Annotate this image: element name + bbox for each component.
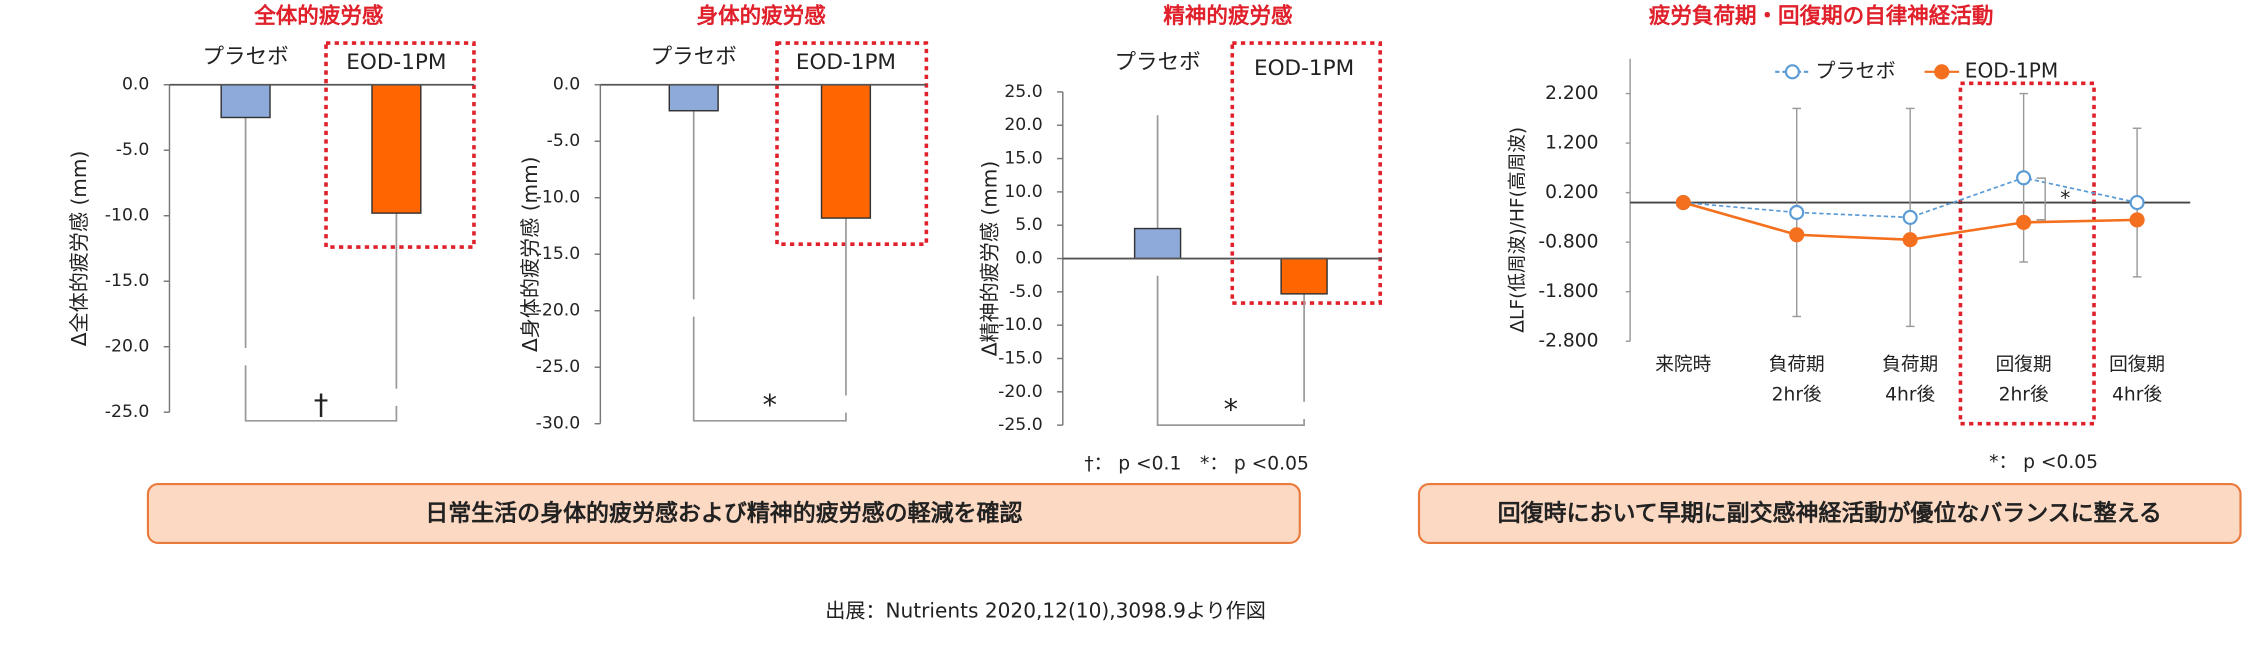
legend-label: プラセボ	[1815, 58, 1895, 82]
x-tick-label-box: 負荷期 4hr後	[1882, 354, 1939, 407]
significance-mark: *	[2060, 186, 2070, 210]
chart-title: 疲労負荷期・回復期の自律神経活動	[1649, 3, 1994, 29]
y-tick-label: -30.0	[536, 414, 581, 434]
y-tick-label: -15.0	[536, 244, 581, 264]
y-tick-label: -20.0	[105, 337, 150, 357]
y-tick-label: 0.0	[1015, 249, 1042, 269]
note: *： p <0.05	[1989, 452, 2098, 473]
data-point	[2016, 170, 2032, 186]
y-tick-label: -25.0	[536, 357, 581, 377]
y-tick-label: 20.0	[1004, 115, 1042, 135]
y-tick-label: -0.800	[1538, 232, 1598, 253]
y-axis-label: Δ身体的疲労感 (mm)	[518, 156, 542, 352]
significance-bracket	[692, 316, 847, 422]
y-tick-label: -20.0	[998, 382, 1043, 402]
y-tick-label: -5.0	[116, 140, 150, 160]
y-tick-label: 2.200	[1545, 83, 1598, 104]
highlight-box	[324, 41, 476, 249]
y-tick-label: 10.0	[1004, 182, 1042, 202]
summary-box	[146, 482, 1301, 544]
y-tick-label: -10.0	[536, 188, 581, 208]
highlight-box	[1230, 41, 1383, 305]
data-point	[1789, 204, 1805, 221]
y-axis-label: Δ精神的疲労感 (mm)	[977, 161, 1001, 357]
x-tick-label: 負荷期 2hr後	[1768, 354, 1825, 407]
category-label: プラセボ	[203, 44, 289, 69]
legend-label: EOD-1PM	[1965, 58, 2058, 82]
x-tick-label: 回復期 4hr後	[2109, 354, 2166, 407]
y-tick-label: 1.200	[1545, 133, 1598, 154]
category-label: EOD-1PM	[1254, 56, 1354, 81]
significance-mark: *	[1224, 392, 1238, 426]
data-point	[1902, 232, 1918, 248]
data-point	[1902, 209, 1918, 225]
series-line	[1683, 176, 2138, 219]
data-point	[1789, 227, 1805, 243]
y-tick-label: 25.0	[1004, 82, 1042, 102]
bar	[668, 84, 719, 112]
x-tick-label-box: 回復期 4hr後	[2109, 354, 2166, 407]
significance-bracket	[2036, 177, 2046, 221]
x-tick-label: 負荷期 4hr後	[1882, 354, 1939, 407]
y-tick-label: -20.0	[536, 301, 581, 321]
footnote: †： p <0.1 *： p <0.05	[1084, 453, 1309, 474]
y-axis-label: ΔLF(低周波)/HF(高周波)	[1508, 127, 1529, 333]
summary-box	[1417, 482, 2242, 544]
y-tick-label: -10.0	[105, 206, 150, 226]
highlight-boxes	[324, 41, 2096, 426]
highlight-box	[775, 41, 929, 246]
category-label: EOD-1PM	[796, 50, 896, 75]
chart-title: 全体的疲労感	[253, 3, 384, 29]
y-tick-label: 5.0	[1015, 215, 1042, 235]
x-tick-label-box: 回復期 2hr後	[1995, 354, 2052, 407]
chart-title: 身体的疲労感	[697, 3, 827, 29]
bar	[1280, 257, 1328, 295]
x-tick-label-box: 負荷期 2hr後	[1768, 354, 1825, 407]
summary-text: 日常生活の身体的疲労感および精神的疲労感の軽減を確認	[425, 500, 1022, 527]
bar	[820, 84, 872, 219]
y-tick-label: -15.0	[105, 271, 150, 291]
y-tick-label: -15.0	[998, 348, 1043, 368]
y-tick-label: 15.0	[1004, 149, 1042, 169]
x-tick-label: 回復期 2hr後	[1995, 354, 2052, 407]
summary-text: 回復時において早期に副交感神経活動が優位なバランスに整える	[1498, 500, 2162, 527]
data-point	[2129, 195, 2145, 211]
data-point	[2129, 212, 2145, 228]
y-tick-label: -25.0	[105, 402, 150, 422]
source: 出展：Nutrients 2020,12(10),3098.9より作図	[825, 598, 1266, 622]
significance-mark: †	[314, 387, 328, 421]
y-tick-label: -5.0	[1009, 282, 1043, 302]
legend-marker	[1784, 64, 1800, 80]
significance-bracket	[244, 365, 398, 422]
data-point	[2016, 214, 2032, 230]
category-label: プラセボ	[1115, 50, 1201, 75]
chart-title: 精神的疲労感	[1163, 3, 1293, 29]
y-tick-label: -10.0	[998, 315, 1043, 335]
bar	[371, 84, 422, 214]
y-tick-label: -5.0	[547, 131, 581, 151]
y-tick-label: -1.800	[1538, 281, 1598, 302]
category-label: EOD-1PM	[346, 50, 446, 75]
y-tick-label: -25.0	[998, 415, 1043, 435]
significance-bracket	[1156, 275, 1305, 426]
significance-mark: *	[763, 387, 777, 421]
y-tick-label: -2.800	[1538, 331, 1598, 352]
data-point	[1675, 195, 1691, 211]
y-tick-label: 0.0	[122, 75, 149, 95]
y-tick-label: 0.0	[553, 75, 580, 95]
bar	[220, 84, 271, 119]
x-tick-label: 来院時	[1655, 354, 1712, 377]
legend-marker	[1934, 64, 1950, 80]
category-label: プラセボ	[651, 44, 737, 69]
highlight-box	[1958, 81, 2096, 426]
bar	[1133, 227, 1182, 260]
x-tick-label-box: 来院時	[1655, 354, 1712, 377]
y-axis-label: Δ全体的疲労感 (mm)	[67, 151, 91, 347]
y-tick-label: 0.200	[1545, 182, 1598, 203]
